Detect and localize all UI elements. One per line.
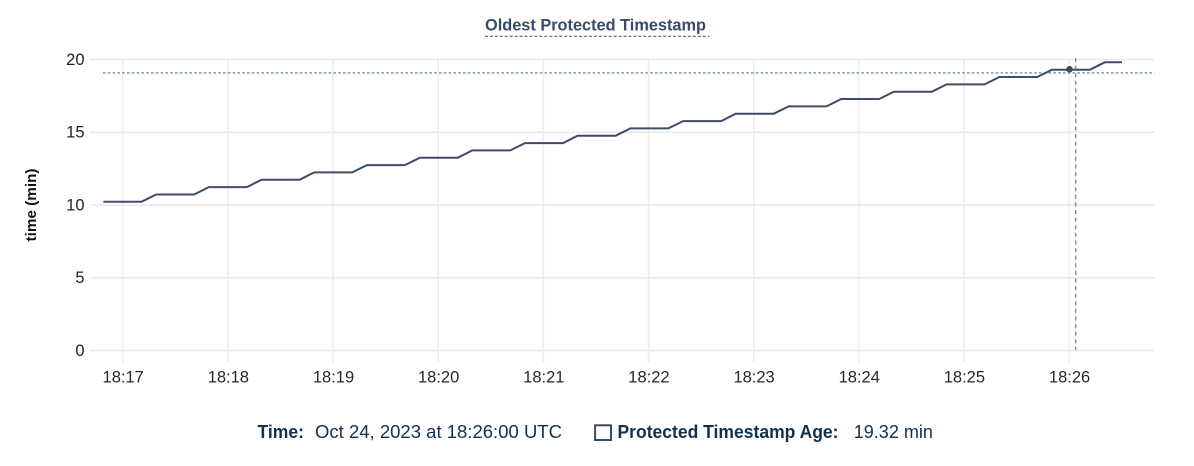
svg-text:18:19: 18:19 <box>313 369 354 387</box>
svg-text:18:18: 18:18 <box>208 369 249 387</box>
svg-text:Oct 24, 2023 at 18:26:00 UTC: Oct 24, 2023 at 18:26:00 UTC <box>315 422 562 442</box>
svg-text:Time:: Time: <box>258 422 305 442</box>
svg-text:10: 10 <box>66 196 84 214</box>
svg-text:18:26: 18:26 <box>1049 369 1090 387</box>
svg-text:0: 0 <box>75 342 84 360</box>
svg-text:Oldest Protected Timestamp: Oldest Protected Timestamp <box>485 16 706 35</box>
svg-text:18:25: 18:25 <box>944 369 985 387</box>
svg-text:18:23: 18:23 <box>733 369 774 387</box>
svg-text:18:22: 18:22 <box>628 369 669 387</box>
svg-text:5: 5 <box>75 269 84 287</box>
svg-text:18:21: 18:21 <box>523 369 564 387</box>
svg-text:time (min): time (min) <box>23 168 40 241</box>
svg-text:18:24: 18:24 <box>839 369 880 387</box>
svg-text:Protected Timestamp Age:: Protected Timestamp Age: <box>618 422 839 442</box>
svg-text:15: 15 <box>66 124 84 142</box>
svg-text:19.32 min: 19.32 min <box>854 422 933 442</box>
svg-text:18:20: 18:20 <box>418 369 459 387</box>
svg-text:20: 20 <box>66 51 84 69</box>
svg-text:18:17: 18:17 <box>103 369 144 387</box>
